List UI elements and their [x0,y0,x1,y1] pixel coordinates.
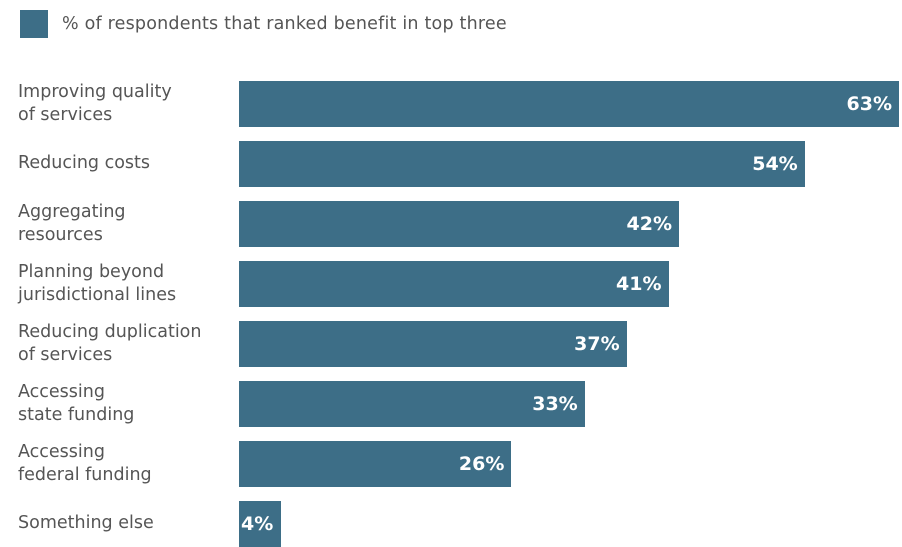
bar-value-label: 4% [241,513,274,535]
bar: 4% [239,501,281,547]
category-label: Accessing state funding [18,382,135,425]
legend: % of respondents that ranked benefit in … [20,8,507,40]
legend-label: % of respondents that ranked benefit in … [62,14,507,34]
bar-value-label: 37% [574,333,620,355]
category-label: Accessing federal funding [18,442,152,485]
bar: 33% [239,381,585,427]
category-label: Planning beyond jurisdictional lines [18,262,177,305]
bar-value-label: 33% [532,393,578,415]
bar-value-label: 41% [616,273,662,295]
category-label: Something else [18,513,154,533]
bar-value-label: 63% [846,93,892,115]
category-label: Aggregating resources [18,202,126,245]
category-label: Reducing duplication of services [18,322,202,365]
legend-swatch [20,10,48,38]
bar: 54% [239,141,805,187]
category-label: Improving quality of services [18,82,172,125]
bar-value-label: 54% [752,153,798,175]
bar-value-label: 26% [458,453,505,475]
category-label: Reducing costs [18,153,151,173]
bar: 37% [239,321,627,367]
bar: 41% [239,261,669,307]
bar: 26% [239,441,512,487]
bar-value-label: 42% [626,213,672,235]
bar: 63% [239,81,899,127]
bar: 42% [239,201,679,247]
